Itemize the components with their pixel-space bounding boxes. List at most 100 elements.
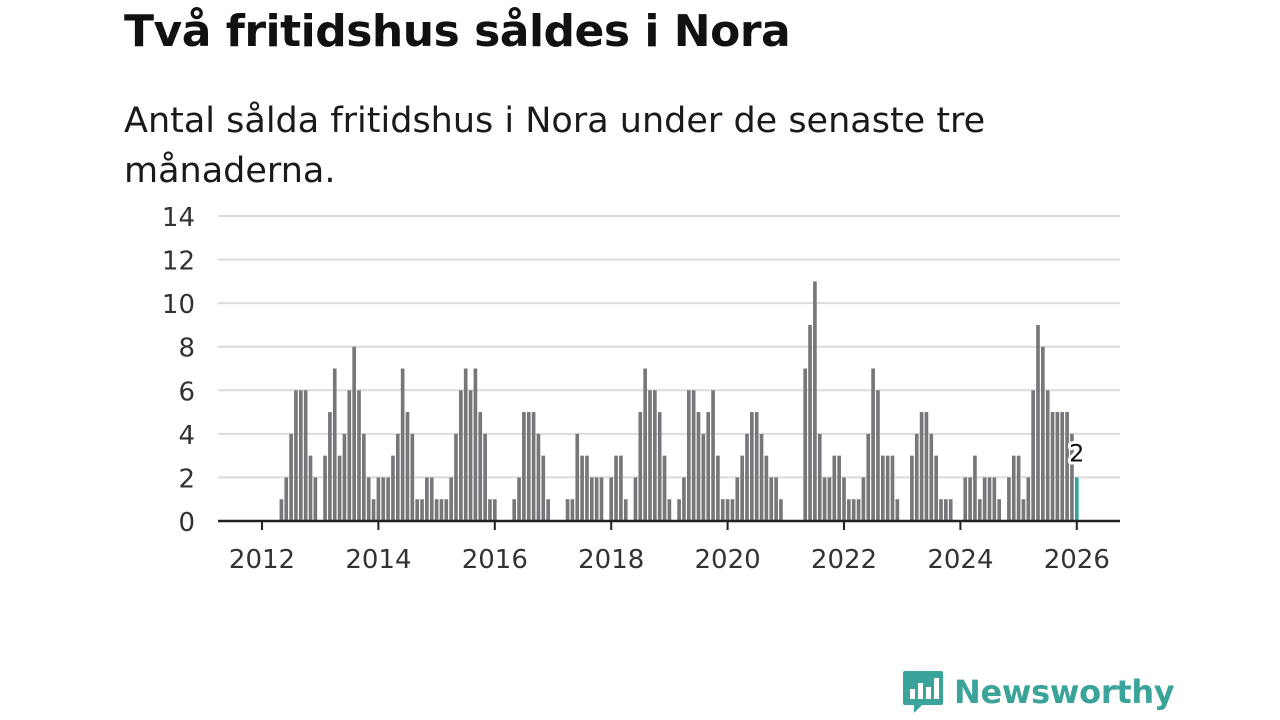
bar [633,477,638,521]
newsworthy-logo-icon [903,671,943,713]
data-label-latest: 2 [1069,439,1084,467]
x-tick-label: 2024 [927,545,993,575]
bar [1065,412,1069,521]
bar [808,324,812,521]
bar [1011,455,1016,521]
bar [667,499,672,521]
bar [425,477,429,521]
bar [619,455,623,521]
bar [473,368,478,521]
bar [895,499,900,521]
bar [871,368,875,521]
bar [492,499,497,521]
bar [313,477,318,521]
bar [944,499,948,521]
bar [594,477,599,521]
bar [982,477,987,521]
bar [342,433,347,521]
bar [730,499,735,521]
bar [847,499,851,521]
bar [429,477,434,521]
bar [682,477,686,521]
bar [1016,455,1021,521]
bar [934,455,938,521]
bar [459,390,463,521]
bar [609,477,614,521]
bar [880,455,885,521]
bar [444,499,449,521]
bar [643,368,647,521]
bar [740,455,744,521]
bar [298,390,303,521]
bar [347,390,352,521]
brand-name: Newsworthy [954,673,1175,711]
bar [924,412,929,521]
bar [517,477,521,521]
bar [832,455,837,521]
bar [362,433,366,521]
bar [1070,433,1074,521]
bar [337,455,342,521]
bar [696,412,701,521]
y-tick-label: 0 [178,508,195,538]
bar [910,455,914,521]
bar [531,412,536,521]
bar [449,477,453,521]
bar [720,499,725,521]
bar [478,412,483,521]
x-axis-ticks: 2012 2014 2016 2018 2020 2022 2024 2026 [229,521,1110,575]
bar [977,499,982,521]
bar [822,477,827,521]
y-tick-label: 6 [178,377,195,407]
bar [653,390,657,521]
bar [817,433,822,521]
bar [759,433,764,521]
bar [992,477,997,521]
bar [813,281,817,521]
bar [1026,477,1031,521]
bar [1045,390,1050,521]
bar [638,412,643,521]
x-tick-label: 2014 [345,545,411,575]
y-tick-label: 2 [178,464,195,494]
bar [919,412,924,521]
bar [570,499,575,521]
bar [677,499,681,521]
bar [289,433,293,521]
data-labels: 2 [1066,436,1087,470]
bar [750,412,754,521]
x-tick-label: 2018 [578,545,644,575]
bar [279,499,284,521]
bar [488,499,492,521]
y-axis-ticks: 0 2 4 6 8 10 12 14 [162,203,195,538]
bar [861,477,866,521]
bar [716,455,720,521]
bar [575,433,580,521]
bar [890,455,895,521]
bar [851,499,856,521]
bar [866,433,871,521]
bar [332,368,337,521]
bar-highlight [1074,477,1079,521]
chart-subtitle: Antal sålda fritidshus i Nora under de s… [124,101,986,191]
x-tick-label: 2016 [462,545,528,575]
bar [434,499,439,521]
bar [914,433,919,521]
bar [842,477,846,521]
bar [614,455,618,521]
bar [468,390,473,521]
bar [885,455,890,521]
bar [1007,477,1011,521]
bar [323,455,327,521]
bar [856,499,861,521]
bar [352,346,356,521]
bar [410,433,415,521]
bar [754,412,759,521]
bar [987,477,992,521]
bar [837,455,841,521]
bar [963,477,968,521]
bar [439,499,444,521]
bar [284,477,289,521]
bar [769,477,774,521]
